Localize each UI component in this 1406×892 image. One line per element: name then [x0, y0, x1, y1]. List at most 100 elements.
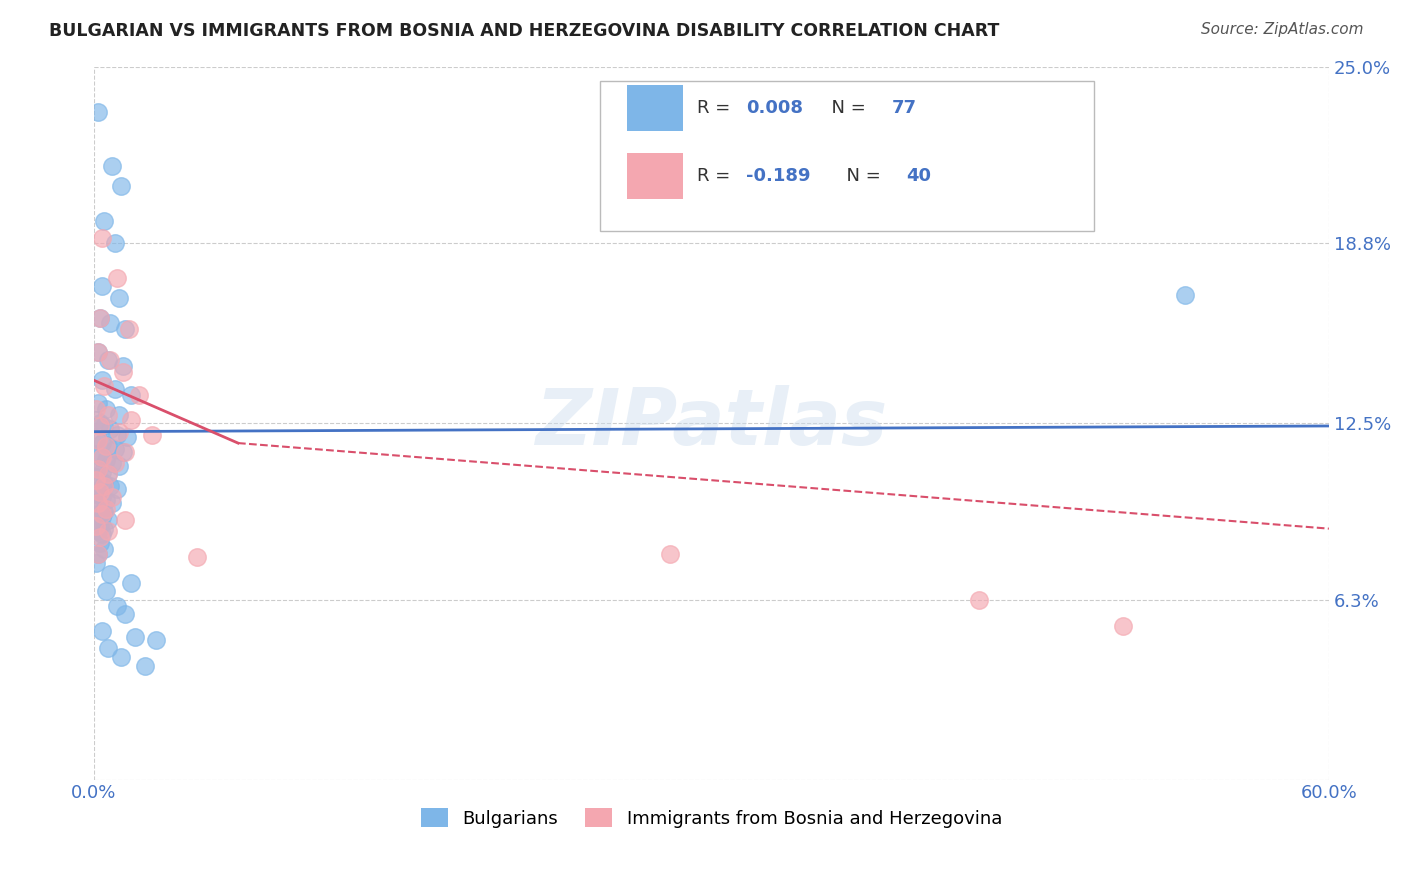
Point	[105, 599, 128, 613]
Point	[100, 567, 122, 582]
Point	[1112, 618, 1135, 632]
Point	[84, 518, 107, 533]
Text: -0.189: -0.189	[747, 167, 810, 185]
Text: BULGARIAN VS IMMIGRANTS FROM BOSNIA AND HERZEGOVINA DISABILITY CORRELATION CHART: BULGARIAN VS IMMIGRANTS FROM BOSNIA AND …	[49, 22, 1000, 40]
Point	[87, 344, 110, 359]
Point	[91, 231, 114, 245]
Point	[114, 513, 136, 527]
Point	[93, 379, 115, 393]
Point	[111, 444, 134, 458]
Point	[87, 461, 110, 475]
Point	[101, 496, 124, 510]
Point	[97, 467, 120, 482]
Point	[93, 213, 115, 227]
Point	[115, 430, 138, 444]
Point	[89, 419, 111, 434]
Point	[100, 316, 122, 330]
Point	[87, 344, 110, 359]
Point	[186, 550, 208, 565]
FancyBboxPatch shape	[600, 81, 1094, 231]
Point	[91, 624, 114, 639]
Point	[103, 382, 125, 396]
Point	[91, 527, 114, 541]
Point	[105, 270, 128, 285]
Point	[87, 434, 110, 448]
Point	[89, 416, 111, 430]
Point	[101, 160, 124, 174]
Point	[105, 427, 128, 442]
Point	[107, 458, 129, 473]
Point	[91, 490, 114, 504]
Point	[128, 387, 150, 401]
Text: N =: N =	[820, 99, 872, 117]
Point	[93, 419, 115, 434]
Point	[97, 439, 120, 453]
Text: N =: N =	[835, 167, 886, 185]
Point	[84, 499, 107, 513]
Point	[114, 607, 136, 622]
Text: ZIPatlas: ZIPatlas	[536, 385, 887, 461]
Point	[107, 408, 129, 422]
Point	[97, 513, 120, 527]
Point	[91, 450, 114, 465]
Point	[93, 479, 115, 493]
Text: 40: 40	[907, 167, 932, 185]
Point	[91, 510, 114, 524]
Point	[87, 496, 110, 510]
Point	[89, 501, 111, 516]
Point	[111, 365, 134, 379]
Point	[84, 470, 107, 484]
Point	[87, 508, 110, 522]
Point	[97, 467, 120, 482]
Point	[93, 504, 115, 518]
Point	[84, 448, 107, 462]
Text: 77: 77	[891, 99, 917, 117]
Point	[107, 425, 129, 439]
Point	[84, 556, 107, 570]
Point	[100, 353, 122, 368]
Point	[134, 658, 156, 673]
Point	[84, 401, 107, 416]
Point	[87, 547, 110, 561]
Point	[114, 444, 136, 458]
Point	[89, 518, 111, 533]
Point	[120, 387, 142, 401]
Point	[103, 236, 125, 251]
Point	[97, 641, 120, 656]
Point	[97, 408, 120, 422]
Point	[91, 279, 114, 293]
Point	[93, 522, 115, 536]
Point	[89, 536, 111, 550]
Point	[110, 650, 132, 665]
Text: 0.008: 0.008	[747, 99, 803, 117]
Point	[124, 630, 146, 644]
Point	[100, 422, 122, 436]
Point	[96, 493, 118, 508]
Point	[87, 461, 110, 475]
Point	[118, 322, 141, 336]
Point	[114, 322, 136, 336]
Legend: Bulgarians, Immigrants from Bosnia and Herzegovina: Bulgarians, Immigrants from Bosnia and H…	[413, 801, 1010, 835]
Text: Source: ZipAtlas.com: Source: ZipAtlas.com	[1201, 22, 1364, 37]
Point	[111, 359, 134, 373]
Point	[84, 516, 107, 530]
Point	[91, 436, 114, 450]
Point	[96, 401, 118, 416]
Point	[141, 427, 163, 442]
Point	[87, 487, 110, 501]
Point	[87, 105, 110, 120]
Point	[1174, 287, 1197, 301]
Point	[84, 413, 107, 427]
Point	[89, 484, 111, 499]
Point	[89, 530, 111, 544]
Point	[103, 456, 125, 470]
Point	[100, 479, 122, 493]
Point	[105, 482, 128, 496]
Point	[659, 547, 682, 561]
Point	[107, 291, 129, 305]
Point	[103, 442, 125, 456]
Point	[96, 584, 118, 599]
Point	[120, 413, 142, 427]
Point	[91, 373, 114, 387]
Text: R =: R =	[696, 99, 735, 117]
